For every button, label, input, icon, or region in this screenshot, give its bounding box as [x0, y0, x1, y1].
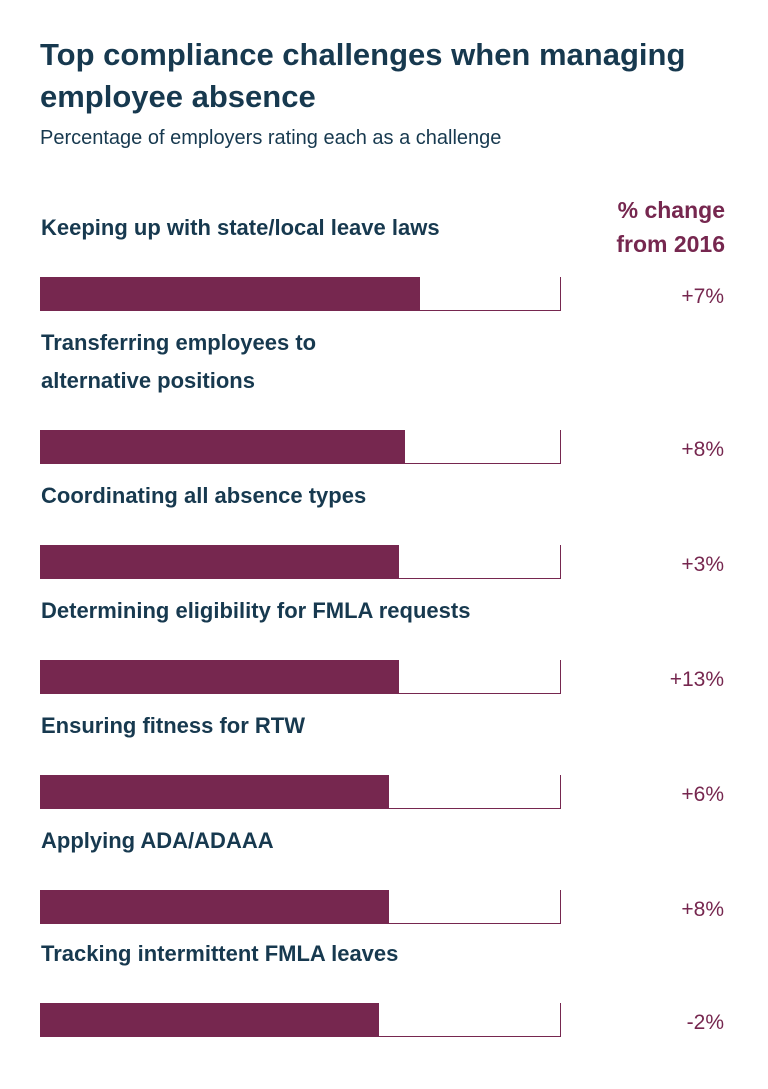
change-value: +3%	[681, 553, 724, 576]
bar-track	[40, 1003, 561, 1037]
change-value: +6%	[681, 783, 724, 806]
bar-fill	[40, 660, 399, 693]
bar-row: Ensuring fitness for RTW +6%	[40, 669, 730, 809]
bar-label: Determining eligibility for FMLA request…	[41, 598, 471, 623]
change-column-header: % change from 2016	[616, 197, 725, 257]
bar-track	[40, 775, 561, 809]
bar-row: Determining eligibility for FMLA request…	[40, 554, 730, 694]
bar-row: Coordinating all absence types +3%	[40, 439, 730, 579]
bar-label: Coordinating all absence types	[41, 483, 367, 508]
change-value: +7%	[681, 285, 724, 308]
bar-track	[40, 430, 561, 464]
bar-fill	[40, 1003, 379, 1036]
bar-track	[40, 277, 561, 311]
change-value: +8%	[681, 898, 724, 921]
bar-label: Transferring employees to alternative po…	[41, 330, 317, 393]
bar-row: Transferring employees to alternative po…	[40, 324, 730, 464]
bar-fill	[40, 277, 420, 310]
bar-row: Tracking intermittent FMLA leaves -2%	[40, 897, 730, 1037]
bar-row: Applying ADA/ADAAA +8%	[40, 784, 730, 924]
chart-title: Top compliance challenges when managing …	[40, 37, 686, 114]
bar-fill	[40, 775, 389, 808]
change-value: -2%	[686, 1011, 724, 1034]
bar-label: Tracking intermittent FMLA leaves	[41, 941, 399, 966]
bar-label: Keeping up with state/local leave laws	[41, 215, 440, 240]
chart-subtitle: Percentage of employers rating each as a…	[40, 127, 502, 149]
bar-label: Ensuring fitness for RTW	[41, 713, 305, 738]
change-value: +13%	[669, 668, 724, 691]
bar-fill	[40, 430, 405, 463]
bar-track	[40, 545, 561, 579]
bar-fill	[40, 545, 399, 578]
change-value: +8%	[681, 438, 724, 461]
bar-fill	[40, 890, 389, 923]
bar-track	[40, 660, 561, 694]
bar-label: Applying ADA/ADAAA	[41, 828, 274, 853]
bar-track	[40, 890, 561, 924]
bar-row: Keeping up with state/local leave laws +7…	[40, 171, 730, 311]
